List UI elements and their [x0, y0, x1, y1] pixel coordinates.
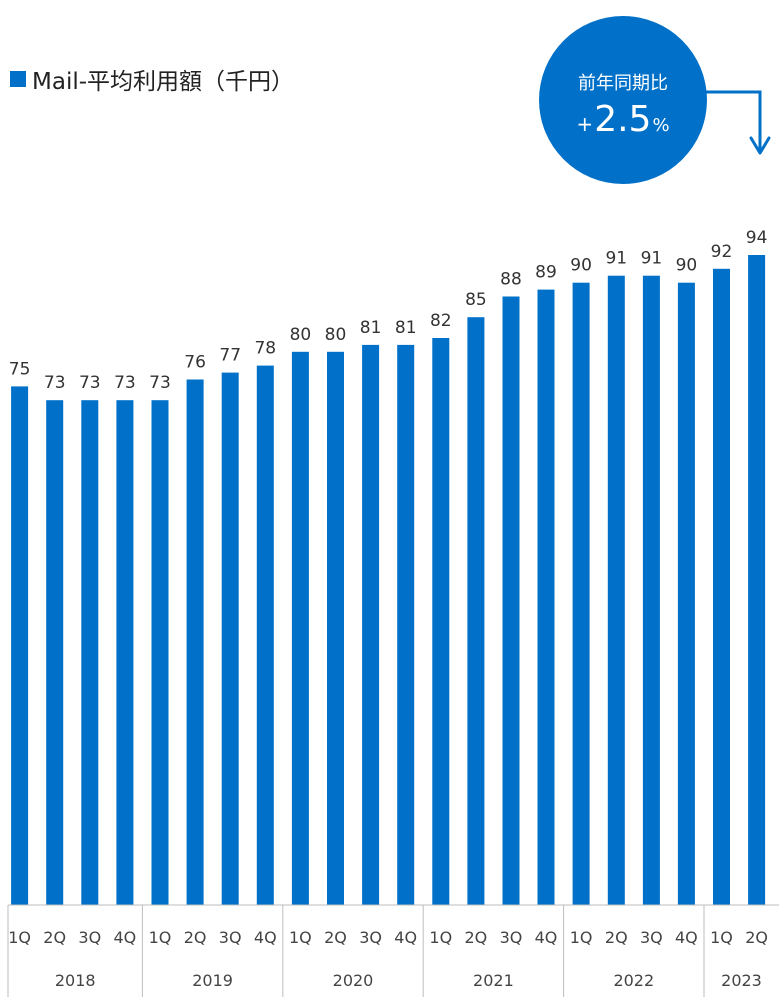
bars-layer: [11, 255, 766, 906]
bar: [327, 351, 344, 905]
bar-value-label: 90: [570, 256, 592, 276]
bar: [116, 400, 134, 905]
bar-value-label: 91: [605, 249, 627, 269]
quarter-tick-label: 2Q: [745, 928, 768, 947]
legend-label: Mail-平均利用額（千円）: [32, 69, 295, 95]
quarter-tick-label: 2Q: [184, 928, 207, 947]
quarter-tick-label: 2Q: [43, 928, 66, 947]
arrow-down-icon: [749, 136, 771, 155]
bar-value-label: 73: [79, 373, 101, 393]
bar-value-label: 80: [325, 325, 347, 345]
bar-value-label: 82: [430, 311, 452, 331]
bar: [256, 365, 274, 906]
category-axis: 1Q 2Q 3Q 4Q 1Q 2Q 3Q 4Q 1Q 2Q 3Q 4Q 1Q 2Q 3Q 4Q 1Q 2Q 3Q 4Q…: [7, 904, 779, 997]
quarter-tick-label: 1Q: [429, 928, 452, 947]
bar-value-label: 76: [184, 353, 206, 373]
bar: [397, 344, 415, 905]
bar: [81, 400, 99, 905]
yoy-callout-title: 前年同期比: [578, 72, 668, 94]
quarter-tick-label: 4Q: [394, 928, 417, 947]
year-group-label: 2021: [473, 971, 514, 990]
bar-value-label: 85: [465, 290, 487, 310]
yoy-callout-value: + 2.5 %: [576, 99, 669, 140]
quarter-tick-label: 4Q: [675, 928, 698, 947]
value-labels-layer: 75 73 73 73 73 76 77 78 80 80 81 81 82 85 88 89 90 91 91 90…: [9, 228, 768, 393]
bar-value-label: 77: [219, 346, 241, 366]
bar: [151, 400, 169, 905]
year-group-label: 2023: [721, 971, 762, 990]
quarter-tick-label: 1Q: [149, 928, 172, 947]
bar: [221, 372, 239, 906]
yoy-callout-sign: +: [576, 111, 594, 136]
bar: [362, 344, 380, 905]
quarter-tick-label: 3Q: [500, 928, 523, 947]
bar-value-label: 78: [254, 339, 276, 359]
bar: [46, 400, 64, 905]
bar: [186, 379, 204, 905]
bar: [502, 296, 520, 905]
bar-value-label: 88: [500, 270, 522, 290]
yoy-callout-bubble: 前年同期比 + 2.5 %: [539, 16, 707, 184]
quarter-tick-label: 3Q: [359, 928, 382, 947]
quarter-tick-label: 1Q: [289, 928, 312, 947]
bar-value-label: 91: [641, 249, 663, 269]
legend-swatch: [10, 71, 26, 87]
quarter-tick-label: 4Q: [535, 928, 558, 947]
bar-value-label: 90: [676, 256, 698, 276]
quarter-tick-label: 3Q: [640, 928, 663, 947]
bar-value-label: 81: [360, 318, 382, 338]
quarter-tick-label: 2Q: [324, 928, 347, 947]
bar-value-label: 94: [746, 228, 768, 248]
bar-value-label: 73: [149, 373, 171, 393]
quarter-tick-label: 4Q: [114, 928, 137, 947]
yoy-callout-unit: %: [652, 114, 670, 136]
bar: [677, 282, 695, 905]
bar: [642, 275, 660, 905]
bar-value-label: 73: [44, 373, 66, 393]
bar-value-label: 81: [395, 318, 417, 338]
bar: [607, 275, 625, 905]
quarter-tick-label: 3Q: [78, 928, 101, 947]
quarter-tick-label: 1Q: [8, 928, 31, 947]
year-group-label: 2020: [333, 971, 374, 990]
quarter-tick-label: 3Q: [219, 928, 242, 947]
bar: [291, 351, 309, 905]
bar: [11, 386, 29, 905]
quarter-tick-label: 2Q: [605, 928, 628, 947]
year-group-label: 2018: [55, 971, 96, 990]
quarter-tick-label: 1Q: [570, 928, 593, 947]
legend: Mail-平均利用額（千円）: [10, 62, 294, 96]
bar: [713, 268, 730, 905]
bar: [467, 317, 485, 905]
quarter-tick-label: 1Q: [710, 928, 733, 947]
yoy-callout-number: 2.5: [594, 98, 652, 140]
bar-value-label: 92: [711, 242, 733, 262]
bar: [432, 338, 450, 905]
bar: [537, 289, 555, 906]
year-group-label: 2022: [613, 971, 654, 990]
bar-value-label: 80: [290, 325, 312, 345]
bar-value-label: 75: [9, 359, 31, 379]
bar: [572, 282, 590, 905]
quarter-tick-label: 2Q: [465, 928, 488, 947]
bar: [748, 255, 766, 905]
year-group-label: 2019: [192, 971, 233, 990]
quarter-tick-label: 4Q: [254, 928, 277, 947]
bar-value-label: 89: [535, 263, 557, 283]
bar-value-label: 73: [114, 373, 136, 393]
callout-arrow-line: [700, 90, 762, 150]
